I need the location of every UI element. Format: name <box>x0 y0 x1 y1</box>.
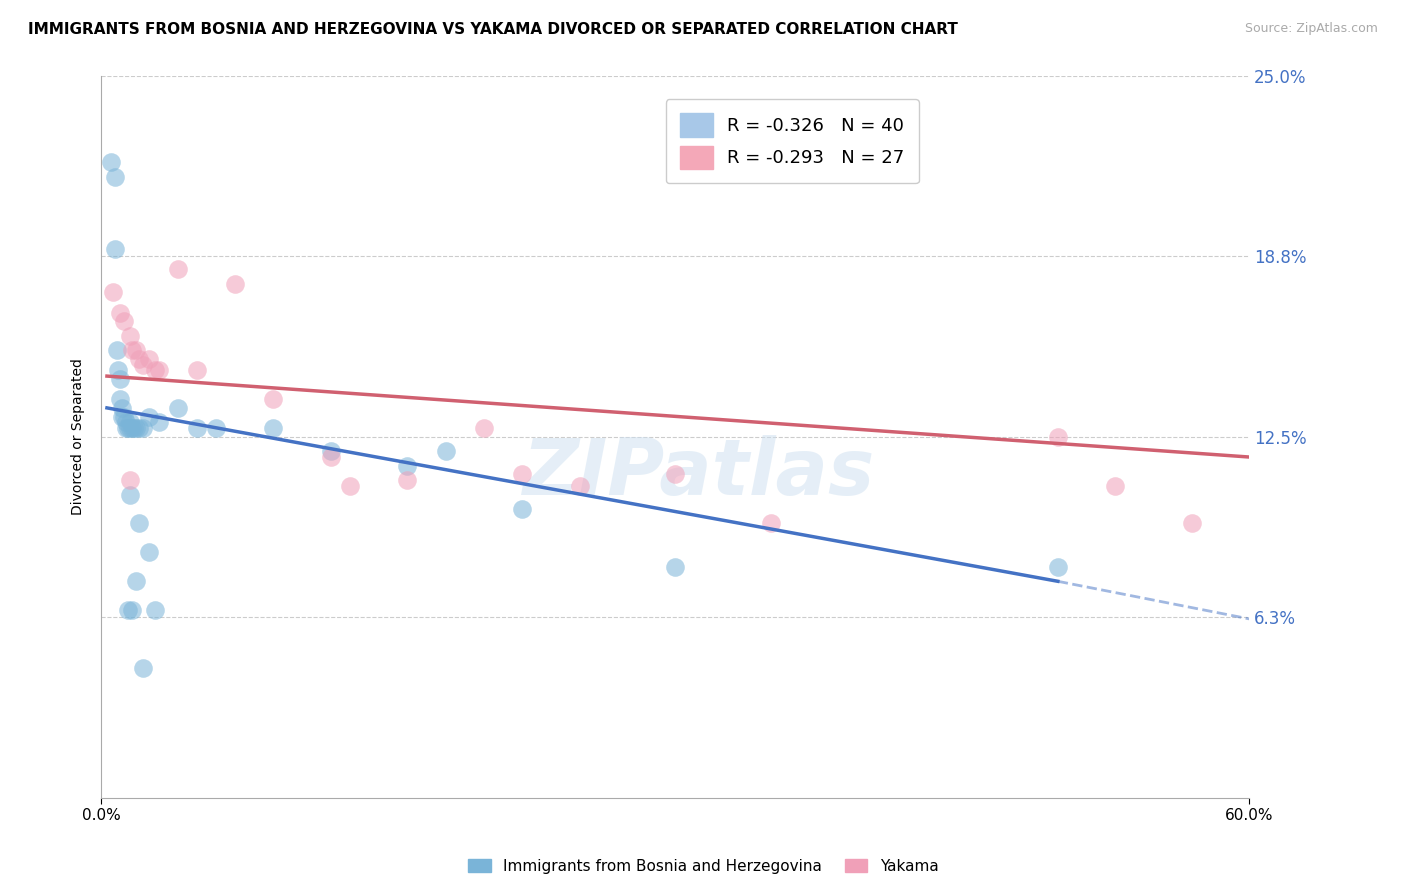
Point <box>262 421 284 435</box>
Point <box>121 603 143 617</box>
Point <box>115 415 138 429</box>
Text: IMMIGRANTS FROM BOSNIA AND HERZEGOVINA VS YAKAMA DIVORCED OR SEPARATED CORRELATI: IMMIGRANTS FROM BOSNIA AND HERZEGOVINA V… <box>28 22 957 37</box>
Point <box>100 155 122 169</box>
Point <box>1181 516 1204 531</box>
Point <box>118 415 141 429</box>
Point <box>568 479 591 493</box>
Point <box>111 401 134 415</box>
Point <box>143 603 166 617</box>
Point <box>148 363 170 377</box>
Point <box>396 473 419 487</box>
Legend: Immigrants from Bosnia and Herzegovina, Yakama: Immigrants from Bosnia and Herzegovina, … <box>461 853 945 880</box>
Point <box>104 169 127 184</box>
Point <box>166 262 188 277</box>
Point <box>121 343 143 357</box>
Point <box>112 409 135 424</box>
Y-axis label: Divorced or Separated: Divorced or Separated <box>72 359 86 516</box>
Point <box>224 277 246 291</box>
Point <box>117 603 139 617</box>
Point <box>115 421 138 435</box>
Point <box>121 421 143 435</box>
Point <box>118 421 141 435</box>
Point <box>664 559 686 574</box>
Point <box>262 392 284 407</box>
Point <box>118 473 141 487</box>
Text: ZIPatlas: ZIPatlas <box>522 435 875 511</box>
Point <box>128 516 150 531</box>
Point <box>111 409 134 424</box>
Point <box>664 467 686 482</box>
Point <box>205 421 228 435</box>
Point <box>186 421 208 435</box>
Point <box>104 242 127 256</box>
Point <box>510 502 533 516</box>
Point <box>132 421 155 435</box>
Point <box>138 409 160 424</box>
Point <box>124 421 146 435</box>
Legend: R = -0.326   N = 40, R = -0.293   N = 27: R = -0.326 N = 40, R = -0.293 N = 27 <box>665 99 918 184</box>
Point <box>396 458 419 473</box>
Point <box>143 363 166 377</box>
Point <box>138 351 160 366</box>
Point <box>132 358 155 372</box>
Point <box>434 444 457 458</box>
Point <box>759 516 782 531</box>
Point <box>472 421 495 435</box>
Point <box>118 487 141 501</box>
Text: Source: ZipAtlas.com: Source: ZipAtlas.com <box>1244 22 1378 36</box>
Point <box>105 343 128 357</box>
Point <box>118 328 141 343</box>
Point <box>124 574 146 589</box>
Point <box>110 392 132 407</box>
Point <box>132 661 155 675</box>
Point <box>339 479 361 493</box>
Point <box>1046 430 1069 444</box>
Point <box>128 421 150 435</box>
Point <box>101 285 124 300</box>
Point <box>110 372 132 386</box>
Point <box>122 421 145 435</box>
Point <box>319 444 342 458</box>
Point <box>319 450 342 464</box>
Point <box>124 343 146 357</box>
Point <box>166 401 188 415</box>
Point <box>138 545 160 559</box>
Point <box>148 415 170 429</box>
Point <box>128 351 150 366</box>
Point <box>110 305 132 319</box>
Point <box>1104 479 1126 493</box>
Point <box>510 467 533 482</box>
Point <box>117 421 139 435</box>
Point <box>186 363 208 377</box>
Point <box>112 314 135 328</box>
Point <box>107 363 129 377</box>
Point <box>1046 559 1069 574</box>
